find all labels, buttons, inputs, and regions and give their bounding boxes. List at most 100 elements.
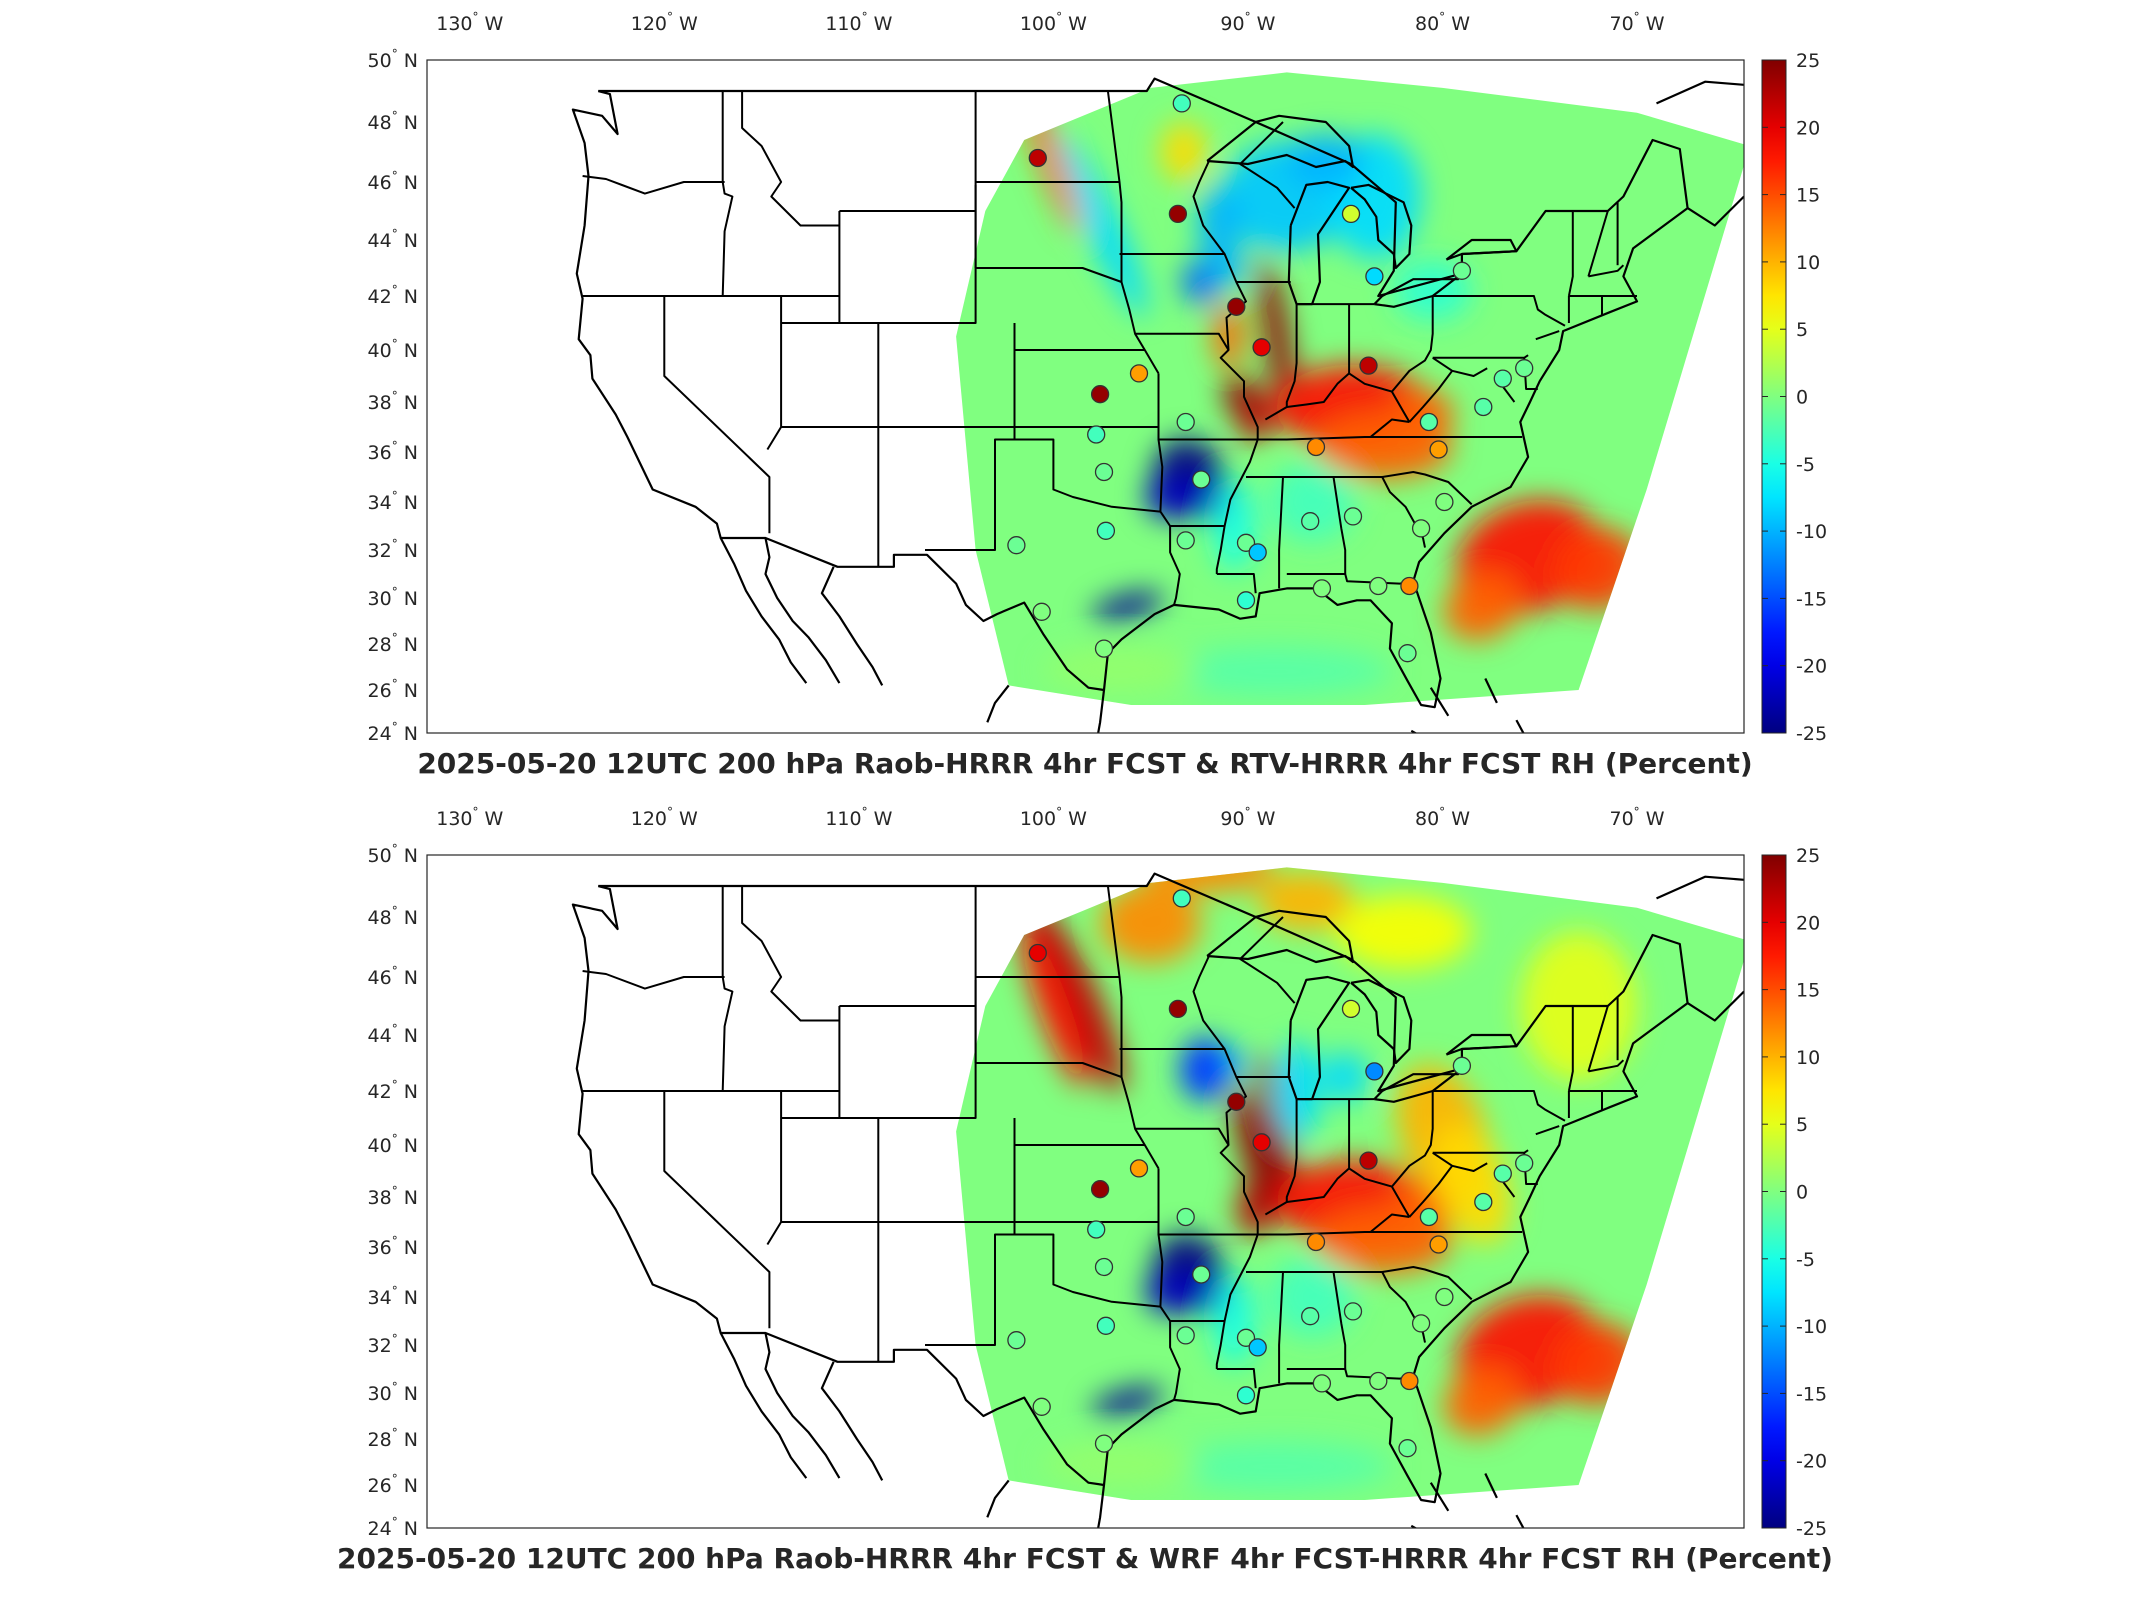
raob-station-marker — [1341, 204, 1361, 224]
raob-station-marker — [1343, 1302, 1363, 1321]
raob-station-marker — [1400, 1371, 1419, 1391]
raob-station-marker — [1429, 1235, 1448, 1254]
latitude-tick-label: 50° N — [368, 47, 418, 72]
raob-station-marker — [1172, 889, 1191, 908]
mexico-coastline — [1429, 1482, 1450, 1512]
longitude-tick-label: 70° W — [1609, 805, 1664, 830]
raob-station-marker — [1236, 591, 1256, 610]
mexico-coastline — [719, 1332, 808, 1479]
colorbar-tick-label: -10 — [1796, 1316, 1827, 1338]
raob-station-marker — [1343, 507, 1363, 526]
state-boundary — [1588, 1059, 1625, 1073]
longitude-tick-label: 90° W — [1220, 10, 1275, 35]
raob-station-marker — [1028, 943, 1047, 963]
latitude-tick-label: 48° N — [368, 109, 418, 134]
latitude-tick-label: 30° N — [368, 1380, 418, 1405]
latitude-tick-label: 46° N — [368, 169, 418, 194]
raob-station-marker — [1176, 412, 1195, 432]
state-boundary — [1358, 1266, 1473, 1301]
raob-station-marker — [1306, 1232, 1326, 1252]
state-boundary — [975, 1062, 1122, 1078]
state-boundary — [1239, 916, 1296, 1004]
raob-station-marker — [1398, 1439, 1417, 1458]
raob-station-marker — [1087, 425, 1106, 444]
rh-anomaly-region — [1160, 122, 1207, 182]
map-panel-top: 130° W 120° W 110° W 100° W 90° W 80° W 70° W 5… — [368, 10, 1828, 780]
raob-station-marker — [1435, 1287, 1454, 1307]
state-boundary — [1381, 1271, 1426, 1343]
latitude-tick-label: 26° N — [368, 1472, 418, 1497]
colorbar-tick-label: 10 — [1796, 1047, 1820, 1069]
longitude-tick-label: 100° W — [1020, 805, 1087, 830]
state-boundary — [1348, 1167, 1393, 1188]
state-boundary — [1286, 372, 1350, 408]
raob-station-marker — [1236, 533, 1256, 552]
state-boundary — [663, 1091, 771, 1329]
raob-station-marker — [1301, 512, 1320, 531]
great-lake-outline — [1445, 238, 1518, 261]
state-boundary — [975, 267, 1122, 283]
raob-station-marker — [1227, 1092, 1246, 1111]
state-boundary — [1432, 1090, 1566, 1122]
raob-station-marker — [1301, 1307, 1320, 1326]
state-boundary — [1169, 526, 1181, 606]
raob-station-marker — [1400, 576, 1419, 596]
longitude-tick-label: 110° W — [825, 805, 892, 830]
state-boundary — [1135, 1127, 1230, 1146]
raob-station-marker — [1028, 148, 1047, 168]
raob-station-marker — [1007, 1331, 1026, 1350]
colorbar-tick-label: 15 — [1796, 980, 1820, 1002]
raob-station-marker — [1007, 536, 1026, 555]
raob-station-marker — [1359, 356, 1378, 375]
map-svg: 130° W 120° W 110° W 100° W 90° W 80° W 70° W 5… — [337, 805, 1833, 1575]
mexico-coastline — [986, 1479, 1010, 1518]
raob-station-marker — [1411, 1314, 1431, 1333]
state-boundary — [1157, 373, 1225, 527]
mexico-coastline — [1097, 1484, 1106, 1528]
state-boundary — [995, 438, 1161, 513]
longitude-tick-label: 120° W — [631, 10, 698, 35]
colorbar-tick-label: 20 — [1796, 117, 1820, 139]
rh-anomaly-region — [1257, 257, 1297, 416]
raob-station-marker — [1094, 1434, 1114, 1453]
canada-coastline — [1687, 990, 1744, 1022]
state-boundary — [663, 296, 771, 534]
rh-anomaly-region — [1144, 474, 1196, 520]
raob-station-marker — [1474, 397, 1493, 417]
raob-station-marker — [1248, 1338, 1267, 1357]
state-boundary — [582, 175, 725, 195]
raob-station-marker — [1168, 204, 1188, 224]
rh-anomaly-region — [1391, 389, 1455, 440]
raob-station-marker — [1192, 1265, 1211, 1284]
state-boundary — [1567, 1006, 1574, 1092]
rh-anomaly-region — [1321, 1052, 1369, 1102]
colorbar-tick-label: 5 — [1796, 319, 1808, 341]
rh-anomaly-region — [1443, 1368, 1520, 1436]
raob-station-marker — [1096, 1316, 1116, 1335]
rh-anomaly-region — [1391, 1184, 1455, 1235]
latitude-tick-label: 48° N — [368, 904, 418, 929]
longitude-tick-label: 80° W — [1415, 805, 1470, 830]
mexico-coastline — [1515, 719, 1525, 733]
map-boundaries — [571, 872, 1744, 1528]
raob-station-marker — [1032, 602, 1051, 621]
raob-station-marker — [1493, 1164, 1512, 1183]
raob-station-marker — [1227, 297, 1246, 316]
state-boundary — [839, 1117, 880, 1362]
raob-station-marker — [1515, 359, 1534, 378]
colorbar-tick-label: 0 — [1796, 1182, 1808, 1204]
longitude-tick-label: 90° W — [1220, 805, 1275, 830]
latitude-tick-label: 38° N — [368, 389, 418, 414]
raob-stations — [1007, 94, 1534, 663]
state-boundary — [1278, 1271, 1284, 1384]
panel-title: 2025-05-20 12UTC 200 hPa Raob-HRRR 4hr F… — [337, 1542, 1833, 1575]
raob-stations — [1007, 889, 1534, 1458]
raob-station-marker — [1252, 1133, 1271, 1152]
state-boundary — [1106, 885, 1123, 1077]
state-boundary — [1106, 90, 1123, 282]
rh-difference-field — [956, 867, 1744, 1500]
mexico-coastline — [1484, 1473, 1498, 1499]
colorbar-tick-label: -15 — [1796, 1383, 1827, 1405]
raob-station-marker — [1087, 1220, 1106, 1239]
state-boundary — [1278, 476, 1284, 589]
